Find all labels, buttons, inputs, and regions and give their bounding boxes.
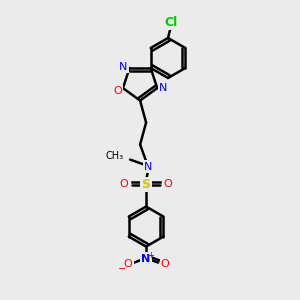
Text: N: N xyxy=(159,83,167,93)
Text: O: O xyxy=(124,259,133,269)
Text: −: − xyxy=(118,264,126,274)
Text: N: N xyxy=(119,62,128,72)
Text: Cl: Cl xyxy=(164,16,178,28)
Text: N: N xyxy=(142,254,151,264)
Text: O: O xyxy=(164,178,172,189)
Text: O: O xyxy=(120,178,128,189)
Text: CH₃: CH₃ xyxy=(106,151,124,160)
Text: S: S xyxy=(142,178,151,191)
Text: O: O xyxy=(161,259,170,269)
Text: O: O xyxy=(114,86,122,96)
Text: N: N xyxy=(144,162,152,172)
Text: +: + xyxy=(147,251,154,260)
